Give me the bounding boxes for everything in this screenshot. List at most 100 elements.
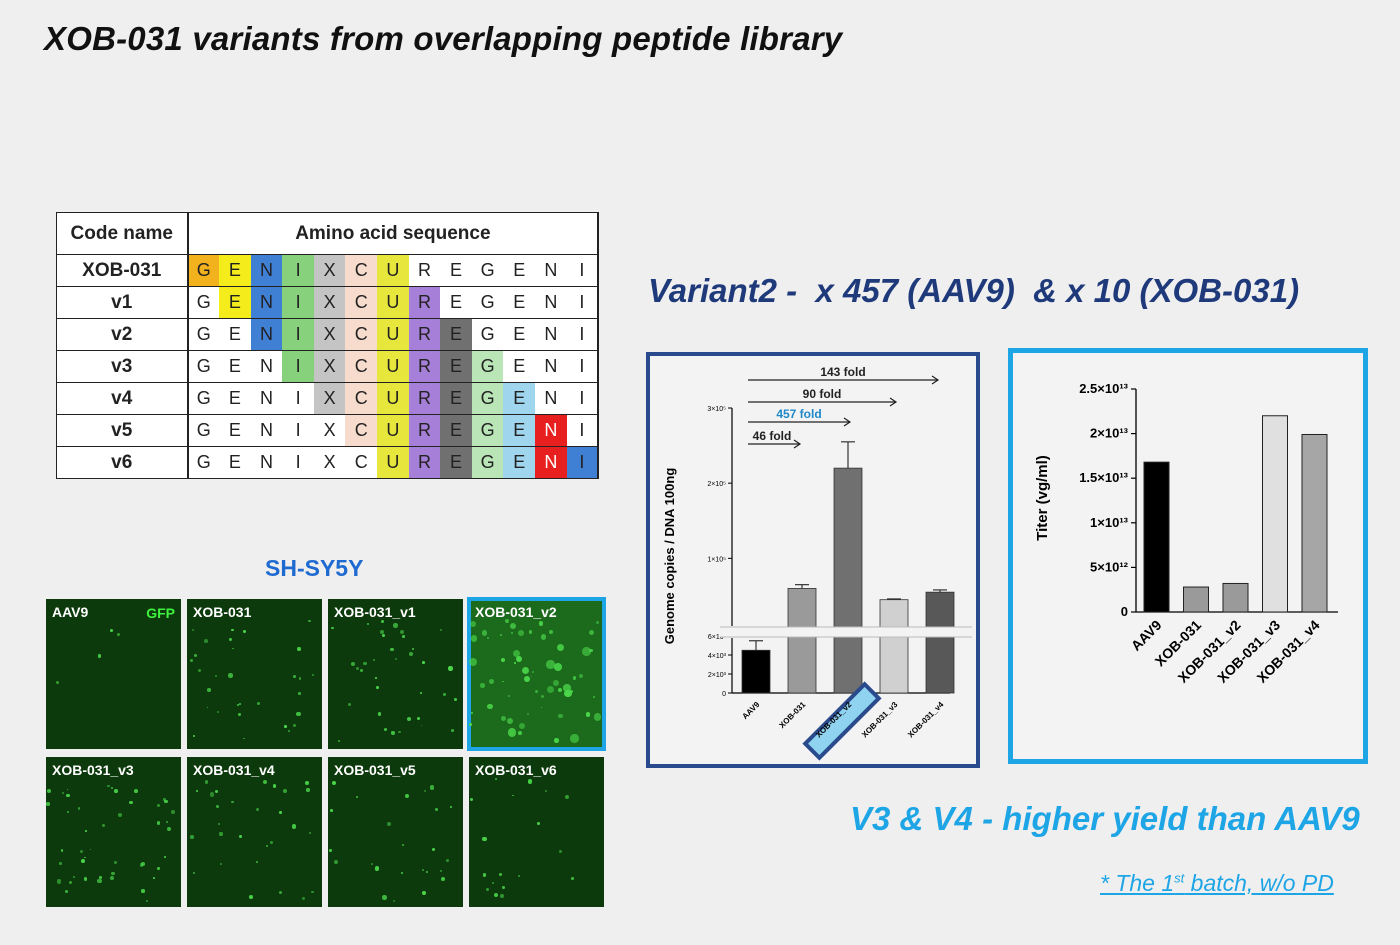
micrograph-2: XOB-031 (187, 599, 322, 749)
bar (1143, 461, 1170, 613)
amino-acid-cell: E (440, 382, 472, 415)
y-tick-label: 2×10⁵ (707, 481, 726, 488)
amino-acid-cell: N (250, 382, 283, 415)
amino-acid-cell: E (503, 286, 536, 319)
amino-acid-cell: I (282, 446, 314, 479)
amino-acid-cell: E (503, 350, 536, 383)
bar (925, 591, 955, 694)
amino-acid-cell: C (345, 286, 378, 319)
amino-acid-cell: G (471, 254, 504, 287)
micrograph-4: XOB-031_v2 (467, 597, 606, 751)
y-axis-label: Titer (vg/ml) (1034, 455, 1051, 541)
amino-acid-cell: G (187, 446, 220, 479)
amino-acid-cell: E (440, 350, 472, 383)
amino-acid-cell: G (471, 286, 504, 319)
table-row: v1 G E N I X C U R E G E N I (56, 286, 600, 319)
amino-acid-cell: R (408, 414, 441, 447)
titer-chart-panel: 0 5×10¹² 1×10¹³ 1.5×10¹³ 2×10¹³ 2.5×10¹³ Titer… (1008, 348, 1368, 764)
micrograph-label: XOB-031_v5 (334, 762, 416, 778)
micrograph-label: XOB-031_v1 (334, 604, 416, 620)
fold-arrow-head (843, 417, 852, 427)
amino-acid-cell: I (282, 318, 314, 351)
amino-acid-cell: I (566, 382, 600, 415)
table-row: v2 G E N I X C U R E G E N I (56, 318, 600, 351)
amino-acid-cell: N (535, 414, 567, 447)
fold-arrow-head (931, 375, 940, 385)
amino-acid-cell: I (282, 382, 314, 415)
amino-acid-cell: C (345, 446, 378, 479)
cell-line-label: SH-SY5Y (265, 555, 364, 581)
amino-acid-cell: R (408, 254, 441, 287)
micrograph-label: AAV9 (52, 604, 89, 620)
amino-acid-cell: I (566, 286, 600, 319)
fold-label: 46 fold (753, 429, 792, 443)
amino-acid-cell: C (345, 382, 378, 415)
y-tick-label: 1.5×10¹³ (1079, 470, 1128, 485)
amino-acid-cell: C (345, 254, 378, 287)
micrograph-label: XOB-031_v3 (52, 762, 134, 778)
amino-acid-cell: U (377, 446, 409, 479)
amino-acid-cell: U (377, 414, 409, 447)
amino-acid-cell: E (219, 382, 251, 415)
amino-acid-cell: E (219, 350, 251, 383)
amino-acid-cell: R (408, 286, 441, 319)
variant2-heading: Variant2 - x 457 (AAV9) & x 10 (XOB-031) (648, 272, 1300, 309)
amino-acid-cell: G (187, 382, 220, 415)
genome-copies-chart-panel: 0 2×10³ 4×10³ 6×10³ 1×10⁵ 2×10⁵ 3×10⁵ Genome co… (646, 352, 980, 768)
y-tick-label: 6×10³ (708, 634, 727, 641)
y-tick-label: 2×10³ (708, 672, 727, 679)
bar (787, 588, 817, 694)
amino-acid-cell: E (503, 414, 536, 447)
y-tick-label: 4×10³ (708, 653, 727, 660)
micrograph-5: XOB-031_v3 (46, 757, 181, 907)
amino-acid-cell: G (471, 414, 504, 447)
amino-acid-cell: X (313, 254, 346, 287)
code-name-cell: v2 (56, 318, 189, 351)
table-row: v3 G E N I X C U R E G E N I (56, 350, 600, 383)
amino-acid-cell: C (345, 350, 378, 383)
amino-acid-cell: G (471, 382, 504, 415)
micrograph-6: XOB-031_v4 (187, 757, 322, 907)
y-tick-label: 0 (722, 691, 726, 698)
micrograph-label: XOB-031_v4 (193, 762, 275, 778)
slide-title: XOB-031 variants from overlapping peptid… (44, 20, 843, 57)
amino-acid-cell: I (566, 318, 600, 351)
code-name-cell: XOB-031 (56, 254, 189, 287)
bar (879, 599, 909, 694)
genome-copies-chart: 0 2×10³ 4×10³ 6×10³ 1×10⁵ 2×10⁵ 3×10⁵ Genome co… (662, 365, 972, 761)
amino-acid-cell: G (471, 446, 504, 479)
amino-acid-cell: I (566, 254, 600, 287)
amino-acid-cell: I (282, 414, 314, 447)
amino-acid-cell: G (187, 414, 220, 447)
y-axis-label: Genome copies / DNA 100ng (662, 468, 677, 645)
y-tick-label: 2×10¹³ (1090, 426, 1129, 441)
micrograph-1: AAV9 GFP (46, 599, 181, 749)
amino-acid-cell: U (377, 350, 409, 383)
code-name-cell: v1 (56, 286, 189, 319)
amino-acid-cell: N (250, 286, 283, 319)
amino-acid-cell: E (219, 414, 251, 447)
table-row: XOB-031 G E N I X C U R E G E N I (56, 254, 600, 287)
amino-acid-cell: X (313, 350, 346, 383)
fold-label: 457 fold (776, 407, 821, 421)
amino-acid-cell: G (471, 350, 504, 383)
amino-acid-cell: N (535, 286, 567, 319)
amino-acid-cell: G (187, 350, 220, 383)
x-tick-label: AAV9 (740, 700, 761, 721)
highlight-box (802, 681, 882, 761)
amino-acid-cell: N (250, 446, 283, 479)
amino-acid-cell: C (345, 318, 378, 351)
amino-acid-cell: I (282, 350, 314, 383)
amino-acid-cell: E (440, 254, 472, 287)
amino-acid-cell: I (566, 446, 600, 479)
amino-acid-cell: N (250, 414, 283, 447)
bar (1222, 582, 1249, 613)
y-tick-label: 2.5×10¹³ (1079, 381, 1128, 396)
amino-acid-cell: E (440, 318, 472, 351)
amino-acid-cell: E (503, 382, 536, 415)
amino-acid-cell: N (535, 382, 567, 415)
amino-acid-cell: N (535, 350, 567, 383)
amino-acid-cell: R (408, 318, 441, 351)
bar (1262, 415, 1288, 613)
table-row: v4 G E N I X C U R E G E N I (56, 382, 600, 415)
